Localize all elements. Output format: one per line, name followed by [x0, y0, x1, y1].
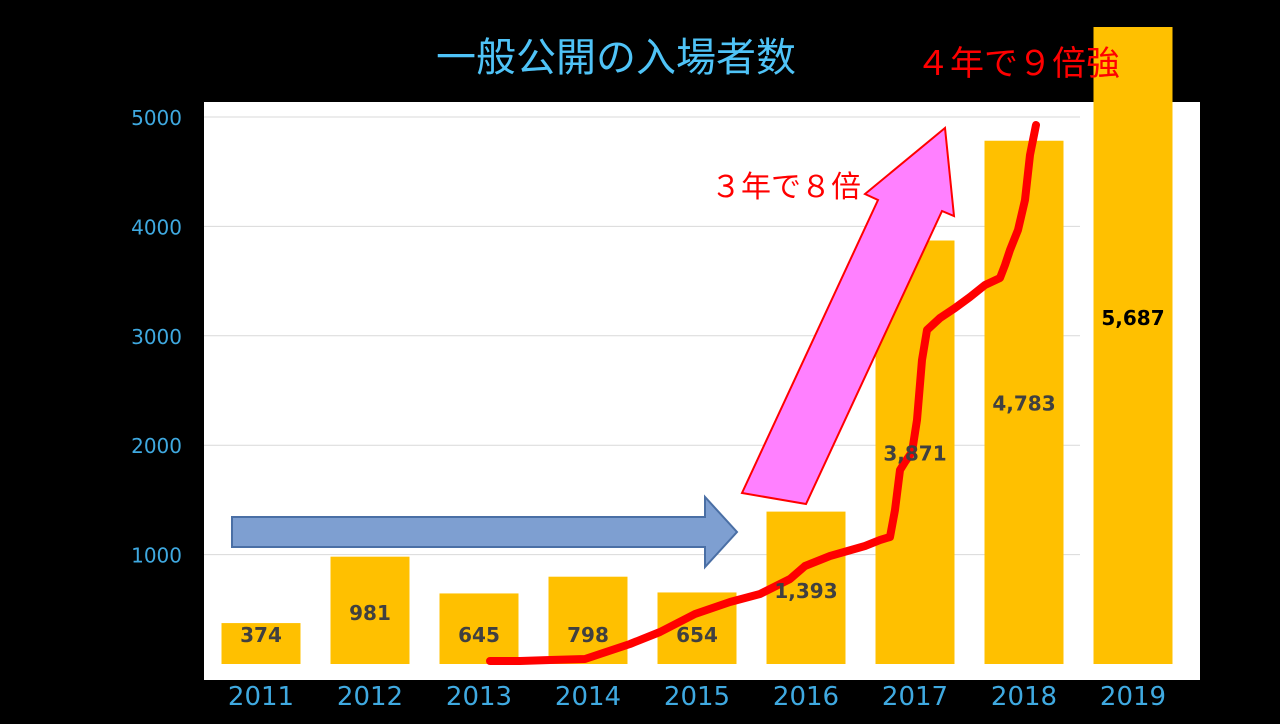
- y-tick-label: 2000: [131, 434, 182, 458]
- trend-line: [486, 121, 1040, 665]
- data-label: 654: [676, 623, 718, 647]
- x-tick-label: 2012: [337, 682, 403, 712]
- x-tick-label: 2011: [228, 682, 294, 712]
- data-label: 645: [458, 623, 500, 647]
- bar: [330, 556, 410, 664]
- flat-trend-arrow: [231, 494, 739, 570]
- data-label: 374: [240, 623, 282, 647]
- data-label: 981: [349, 601, 391, 625]
- x-tick-label: 2018: [991, 682, 1057, 712]
- y-tick-label: 3000: [131, 325, 182, 349]
- y-tick-label: 1000: [131, 544, 182, 568]
- data-label: 3,871: [883, 441, 946, 465]
- x-tick-label: 2017: [882, 682, 948, 712]
- bar: [1093, 27, 1173, 664]
- bar: [984, 140, 1064, 664]
- bar: [221, 623, 301, 664]
- x-tick-label: 2019: [1100, 682, 1166, 712]
- x-tick-label: 2013: [446, 682, 512, 712]
- y-tick-label: 5000: [131, 106, 182, 130]
- bar: [439, 593, 519, 664]
- annotation-3yr-growth: ３年で８倍: [711, 170, 861, 205]
- x-tick-label: 2014: [555, 682, 621, 712]
- data-label: 798: [567, 623, 609, 647]
- data-label: 1,393: [774, 579, 837, 603]
- growth-arrow: [740, 126, 956, 506]
- chart-title: 一般公開の入場者数: [436, 35, 796, 81]
- x-tick-label: 2016: [773, 682, 839, 712]
- data-label: 5,687: [1101, 306, 1164, 330]
- data-label: 4,783: [992, 391, 1055, 415]
- x-tick-label: 2015: [664, 682, 730, 712]
- y-tick-label: 4000: [131, 215, 182, 239]
- annotation-4yr-growth: ４年で９倍強: [916, 44, 1120, 84]
